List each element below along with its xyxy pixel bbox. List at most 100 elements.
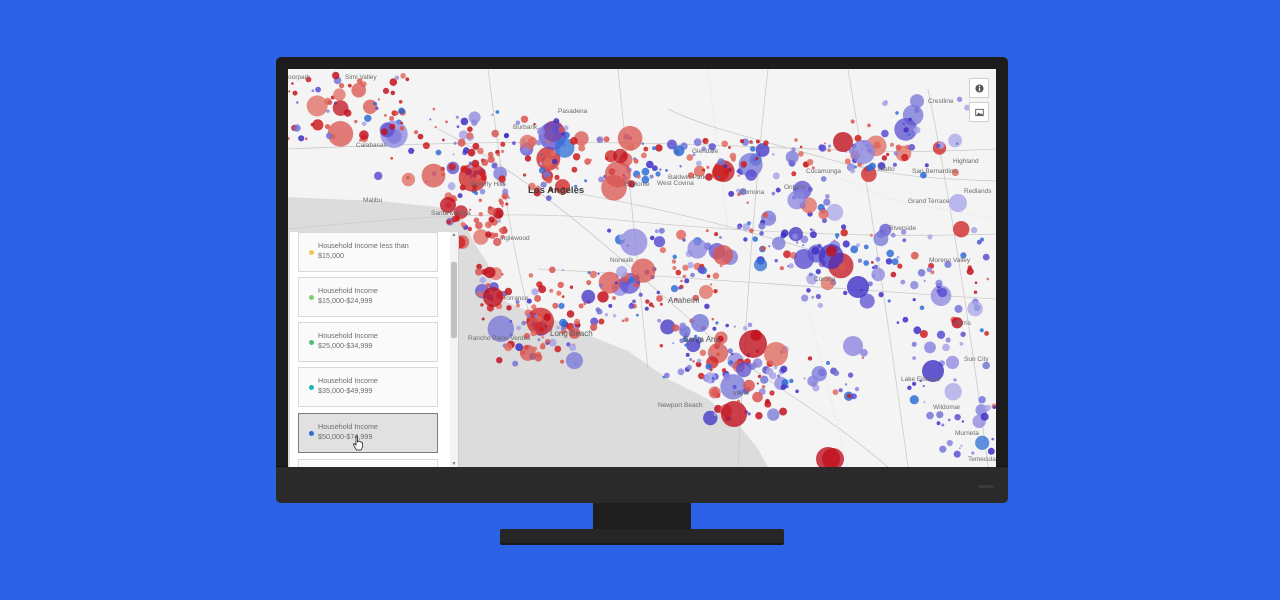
income-dot[interactable] — [755, 143, 770, 157]
income-dot[interactable] — [512, 360, 519, 367]
income-dot[interactable] — [878, 292, 884, 298]
income-dot[interactable] — [648, 302, 654, 307]
income-dot[interactable] — [954, 304, 963, 313]
income-dot[interactable] — [765, 398, 770, 404]
income-dot[interactable] — [496, 210, 500, 214]
income-dot[interactable] — [727, 348, 733, 354]
income-dot[interactable] — [810, 228, 813, 231]
income-dot[interactable] — [641, 142, 644, 145]
income-dot[interactable] — [945, 337, 951, 343]
income-dot-large[interactable] — [822, 448, 844, 467]
income-dot[interactable] — [596, 136, 604, 144]
income-dot[interactable] — [568, 343, 577, 352]
income-dot[interactable] — [390, 90, 396, 96]
income-dot[interactable] — [604, 313, 609, 317]
income-dot-large[interactable] — [851, 140, 875, 164]
income-dot[interactable] — [715, 321, 719, 325]
income-dot[interactable] — [497, 218, 502, 223]
income-dot[interactable] — [500, 149, 505, 153]
income-dot-large[interactable] — [847, 276, 869, 298]
income-dot[interactable] — [470, 152, 473, 155]
income-dot[interactable] — [589, 270, 597, 279]
legend-item-next[interactable] — [298, 459, 438, 467]
income-dot[interactable] — [772, 236, 786, 250]
income-dot[interactable] — [774, 259, 778, 263]
income-dot[interactable] — [679, 338, 685, 344]
income-dot-large[interactable] — [843, 336, 863, 356]
scroll-down-icon[interactable]: ▼ — [451, 461, 457, 467]
income-dot[interactable] — [840, 229, 848, 237]
income-dot[interactable] — [384, 114, 387, 117]
income-dot[interactable] — [500, 141, 506, 147]
income-dot[interactable] — [820, 276, 835, 291]
income-dot[interactable] — [587, 271, 591, 274]
income-dot[interactable] — [649, 174, 654, 179]
income-dot[interactable] — [628, 303, 635, 309]
income-dot[interactable] — [684, 343, 688, 347]
income-dot[interactable] — [787, 190, 807, 210]
income-dot[interactable] — [935, 279, 943, 287]
income-dot[interactable] — [528, 273, 534, 278]
income-dot[interactable] — [742, 223, 750, 231]
income-dot[interactable] — [658, 227, 665, 234]
income-dot[interactable] — [867, 123, 871, 128]
income-dot[interactable] — [554, 137, 575, 158]
income-dot[interactable] — [685, 352, 690, 357]
income-dot[interactable] — [794, 138, 798, 142]
income-dot[interactable] — [895, 144, 902, 151]
income-dot[interactable] — [451, 215, 458, 223]
income-dot[interactable] — [473, 229, 489, 245]
income-dot[interactable] — [841, 224, 847, 230]
income-dot[interactable] — [806, 273, 818, 285]
income-dot[interactable] — [769, 390, 775, 396]
income-dot[interactable] — [686, 364, 692, 370]
legend-item-35k-50k[interactable]: Household Income $35,000-$49,999 — [298, 367, 438, 407]
income-dot[interactable] — [713, 412, 717, 416]
income-dot[interactable] — [515, 299, 520, 304]
income-dot[interactable] — [768, 215, 775, 221]
income-dot[interactable] — [953, 221, 970, 238]
income-dot[interactable] — [942, 343, 950, 352]
income-dot[interactable] — [803, 377, 806, 380]
income-dot[interactable] — [783, 250, 791, 259]
income-dot[interactable] — [572, 153, 581, 161]
income-dot[interactable] — [982, 361, 990, 370]
income-dot[interactable] — [867, 281, 873, 287]
income-dot-layer[interactable] — [288, 71, 996, 467]
income-dot[interactable] — [505, 202, 509, 206]
income-dot[interactable] — [979, 328, 984, 333]
income-dot[interactable] — [753, 258, 768, 272]
income-dot[interactable] — [382, 87, 390, 94]
income-dot[interactable] — [859, 293, 875, 309]
income-dot[interactable] — [886, 249, 894, 258]
income-dot[interactable] — [930, 270, 935, 275]
income-dot[interactable] — [631, 258, 656, 283]
income-dot[interactable] — [745, 169, 757, 181]
income-dot[interactable] — [566, 310, 575, 318]
income-dot[interactable] — [739, 188, 747, 196]
income-dot[interactable] — [890, 271, 897, 278]
income-dot[interactable] — [798, 151, 804, 157]
income-dot-large[interactable] — [440, 197, 456, 213]
income-dot[interactable] — [705, 229, 709, 233]
income-dot[interactable] — [624, 317, 629, 322]
income-dot[interactable] — [705, 173, 713, 181]
income-dot[interactable] — [785, 150, 799, 164]
income-dot[interactable] — [506, 305, 512, 311]
income-dot[interactable] — [516, 303, 520, 308]
income-dot[interactable] — [676, 229, 687, 240]
income-dot[interactable] — [712, 326, 717, 331]
income-dot[interactable] — [719, 236, 722, 239]
income-dot[interactable] — [540, 181, 547, 188]
income-dot[interactable] — [863, 260, 870, 266]
income-dot[interactable] — [675, 269, 682, 276]
income-dot[interactable] — [615, 281, 618, 285]
income-dot[interactable] — [692, 153, 696, 157]
income-dot[interactable] — [939, 445, 947, 453]
income-dot[interactable] — [390, 157, 393, 160]
income-dot[interactable] — [671, 259, 677, 264]
income-dot[interactable] — [711, 164, 729, 182]
income-dot[interactable] — [598, 271, 621, 294]
income-dot[interactable] — [636, 313, 639, 317]
info-button[interactable] — [969, 78, 989, 98]
